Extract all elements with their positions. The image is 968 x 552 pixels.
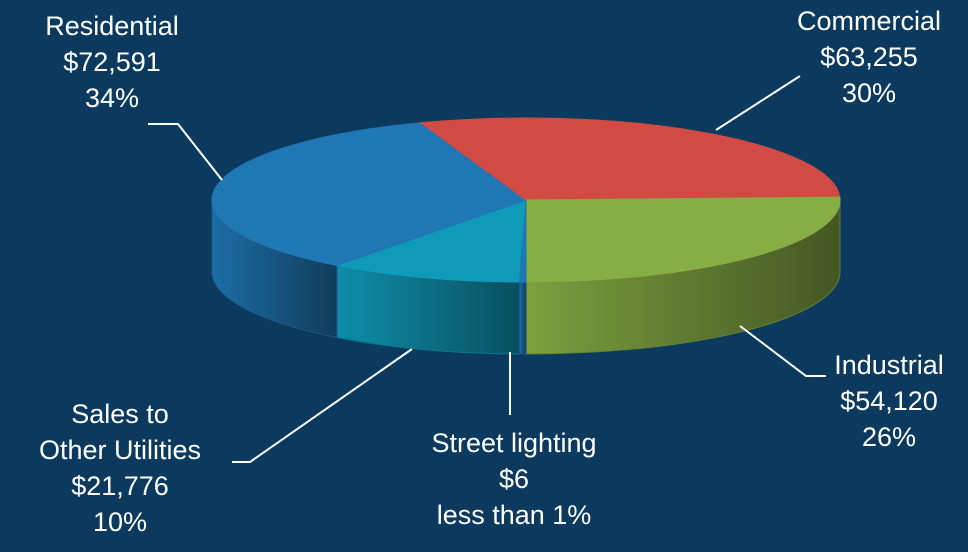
label-street-lighting: Street lighting $6 less than 1% — [394, 425, 634, 533]
label-sales-name-line2: Other Utilities — [38, 435, 202, 465]
leader-line-commercial — [715, 75, 801, 131]
label-industrial-value: $54,120 — [840, 386, 938, 416]
leader-lines — [148, 75, 826, 463]
label-industrial: Industrial $54,120 26% — [814, 347, 964, 455]
slice-residential — [211, 122, 528, 266]
label-residential-name: Residential — [45, 11, 179, 41]
label-residential-value: $72,591 — [63, 47, 161, 77]
label-sales-name-line1: Sales to — [71, 399, 169, 429]
label-street-lighting-name: Street lighting — [431, 428, 597, 458]
pie-top — [211, 117, 841, 283]
slice-industrial — [525, 196, 841, 283]
pie-side-street-lighting — [518, 281, 527, 355]
label-street-lighting-percent: less than 1% — [436, 500, 592, 530]
slice-commercial — [419, 117, 841, 201]
label-commercial-percent: 30% — [841, 78, 897, 108]
label-residential-percent: 34% — [84, 83, 140, 113]
label-commercial: Commercial $63,255 30% — [774, 3, 964, 111]
label-commercial-value: $63,255 — [820, 42, 918, 72]
slice-sales-other-utilities — [335, 199, 527, 283]
label-industrial-percent: 26% — [861, 422, 917, 452]
label-commercial-name: Commercial — [796, 6, 942, 36]
leader-line-industrial — [739, 325, 826, 377]
label-sales-value: $21,776 — [71, 471, 169, 501]
label-sales-percent: 10% — [92, 507, 148, 537]
leader-line-sales-other-utilities — [232, 348, 413, 463]
label-street-lighting-value: $6 — [498, 464, 530, 494]
label-residential: Residential $72,591 34% — [22, 8, 202, 116]
label-sales-other-utilities: Sales to Other Utilities $21,776 10% — [2, 396, 238, 540]
leader-line-residential — [148, 123, 223, 181]
label-industrial-name: Industrial — [834, 350, 944, 380]
slice-street-lighting — [518, 199, 527, 283]
pie-side-walls — [211, 199, 841, 355]
